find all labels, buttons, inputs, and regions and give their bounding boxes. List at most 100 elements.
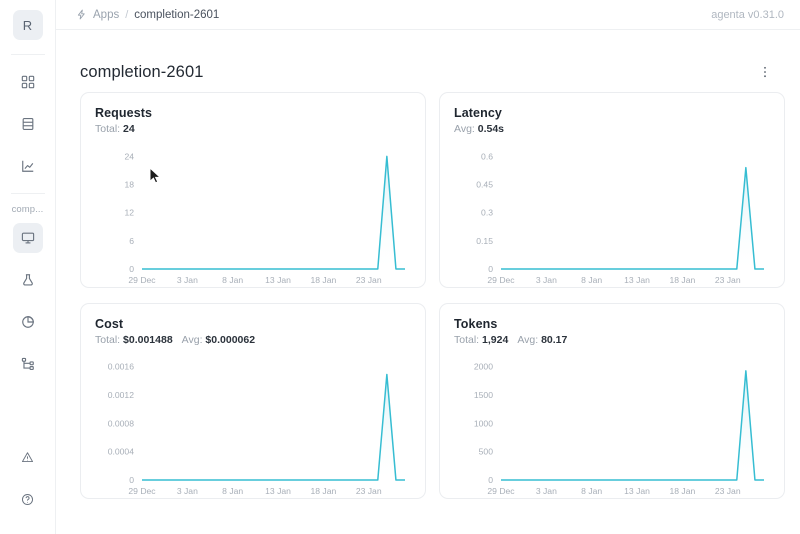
card-stats: Total: $0.001488 Avg: $0.000062: [95, 334, 411, 346]
breadcrumb-current[interactable]: completion-2601: [134, 8, 220, 21]
svg-text:0.3: 0.3: [481, 208, 493, 218]
svg-text:3 Jan: 3 Jan: [177, 275, 198, 285]
pie-chart-icon: [21, 315, 35, 329]
svg-text:3 Jan: 3 Jan: [536, 275, 557, 285]
svg-text:13 Jan: 13 Jan: [624, 486, 650, 496]
sidebar-bottom-group: [13, 436, 43, 534]
svg-text:0.0012: 0.0012: [108, 390, 135, 400]
stat-label: Total:: [95, 334, 121, 346]
metrics-grid: Requests Total: 24 0 6 12 18 24 29 Dec 3 Jan 8 …: [56, 92, 800, 534]
card-title: Cost: [95, 317, 124, 331]
help-circle-icon: [21, 493, 34, 506]
topbar: Apps / completion-2601 agenta v0.31.0: [56, 0, 800, 30]
svg-text:18: 18: [124, 180, 134, 190]
breadcrumb: Apps / completion-2601: [76, 9, 219, 21]
metric-card-cost: Cost Total: $0.001488 Avg: $0.000062 0 0.…: [80, 303, 426, 499]
svg-text:500: 500: [479, 447, 494, 457]
svg-text:23 Jan: 23 Jan: [356, 275, 382, 285]
main-area: Apps / completion-2601 agenta v0.31.0 co…: [56, 0, 800, 534]
svg-text:29 Dec: 29 Dec: [128, 275, 156, 285]
stat-value: 24: [123, 123, 135, 135]
metric-card-latency: Latency Avg: 0.54s 0 0.15 0.3 0.45 0.6 29 Dec…: [439, 92, 785, 288]
svg-text:0.45: 0.45: [476, 180, 493, 190]
svg-text:0.0008: 0.0008: [108, 418, 135, 428]
stat-label: Total:: [95, 123, 121, 135]
svg-text:6: 6: [129, 236, 134, 246]
warning-triangle-icon: [21, 451, 34, 464]
svg-text:23 Jan: 23 Jan: [356, 486, 382, 496]
svg-text:13 Jan: 13 Jan: [624, 275, 650, 285]
svg-text:29 Dec: 29 Dec: [487, 275, 515, 285]
sidebar-item-alerts[interactable]: [13, 442, 43, 472]
svg-text:8 Jan: 8 Jan: [222, 275, 243, 285]
sidebar-item-playground[interactable]: [12, 223, 43, 253]
card-stats: Total: 24: [95, 123, 411, 135]
stat-value: $0.000062: [205, 334, 256, 346]
svg-text:0.0016: 0.0016: [108, 362, 135, 372]
kebab-menu-icon[interactable]: [754, 61, 776, 83]
card-title: Tokens: [454, 317, 498, 331]
svg-text:18 Jan: 18 Jan: [310, 275, 336, 285]
svg-text:18 Jan: 18 Jan: [310, 486, 336, 496]
svg-text:29 Dec: 29 Dec: [487, 486, 515, 496]
card-stats: Avg: 0.54s: [454, 123, 770, 135]
svg-text:13 Jan: 13 Jan: [265, 486, 291, 496]
svg-text:0: 0: [488, 264, 493, 274]
page-header: completion-2601: [56, 30, 800, 92]
database-icon: [21, 117, 35, 131]
sidebar-item-testsets[interactable]: [13, 109, 43, 139]
workspace-logo-label: R: [22, 17, 33, 33]
stat-label: Avg:: [181, 334, 203, 346]
svg-text:8 Jan: 8 Jan: [222, 486, 243, 496]
svg-text:24: 24: [124, 151, 134, 161]
line-chart-icon: [21, 159, 35, 173]
app-version-label: agenta v0.31.0: [711, 8, 784, 21]
stat-value: 0.54s: [477, 123, 505, 135]
card-title: Latency: [454, 106, 502, 120]
svg-text:0.0004: 0.0004: [108, 447, 135, 457]
chart-cost: 0 0.0004 0.0008 0.0012 0.0016 29 Dec 3 Jan 8 Ja…: [95, 350, 411, 498]
svg-text:13 Jan: 13 Jan: [265, 275, 291, 285]
svg-text:0: 0: [129, 264, 134, 274]
sidebar-item-evaluations[interactable]: [13, 151, 43, 181]
svg-text:0.6: 0.6: [481, 151, 493, 161]
svg-text:23 Jan: 23 Jan: [715, 275, 741, 285]
card-stats: Total: 1,924 Avg: 80.17: [454, 334, 770, 346]
svg-text:18 Jan: 18 Jan: [669, 275, 695, 285]
hierarchy-icon: [21, 357, 35, 371]
svg-text:23 Jan: 23 Jan: [715, 486, 741, 496]
svg-text:12: 12: [124, 208, 134, 218]
svg-text:3 Jan: 3 Jan: [177, 486, 198, 496]
sidebar-item-help[interactable]: [13, 484, 43, 514]
lightning-bolt-icon: [76, 9, 87, 20]
page-title: completion-2601: [80, 62, 204, 81]
sidebar-divider-top: [10, 54, 45, 55]
stat-label: Avg:: [517, 334, 539, 346]
metric-card-tokens: Tokens Total: 1,924 Avg: 80.17 0 500 1000 1…: [439, 303, 785, 499]
stat-label: Avg:: [454, 123, 475, 135]
grid-icon: [21, 75, 35, 89]
sidebar-item-testsets-flask[interactable]: [13, 265, 43, 295]
svg-text:3 Jan: 3 Jan: [536, 486, 557, 496]
workspace-logo[interactable]: R: [12, 10, 43, 40]
svg-text:1500: 1500: [474, 390, 493, 400]
svg-text:1000: 1000: [474, 418, 493, 428]
svg-text:0: 0: [488, 475, 493, 485]
card-title: Requests: [95, 106, 153, 120]
breadcrumb-apps-link[interactable]: Apps: [93, 8, 120, 21]
flask-icon: [21, 273, 35, 287]
stat-value: 1,924: [482, 334, 509, 346]
sidebar-item-apps[interactable]: [13, 67, 43, 97]
svg-text:0: 0: [129, 475, 134, 485]
breadcrumb-separator: /: [125, 8, 129, 21]
svg-text:2000: 2000: [474, 362, 493, 372]
metric-card-requests: Requests Total: 24 0 6 12 18 24 29 Dec 3 Jan 8 …: [80, 92, 426, 288]
monitor-icon: [21, 231, 35, 245]
sidebar-item-deployment[interactable]: [13, 349, 43, 379]
stat-value: $0.001488: [123, 334, 173, 346]
sidebar-item-evaluations-pie[interactable]: [13, 307, 43, 337]
sidebar: R: [0, 0, 56, 534]
svg-text:29 Dec: 29 Dec: [128, 486, 156, 496]
chart-tokens: 0 500 1000 1500 2000 29 Dec 3 Jan 8 Jan 13 Jan 18…: [454, 350, 770, 498]
